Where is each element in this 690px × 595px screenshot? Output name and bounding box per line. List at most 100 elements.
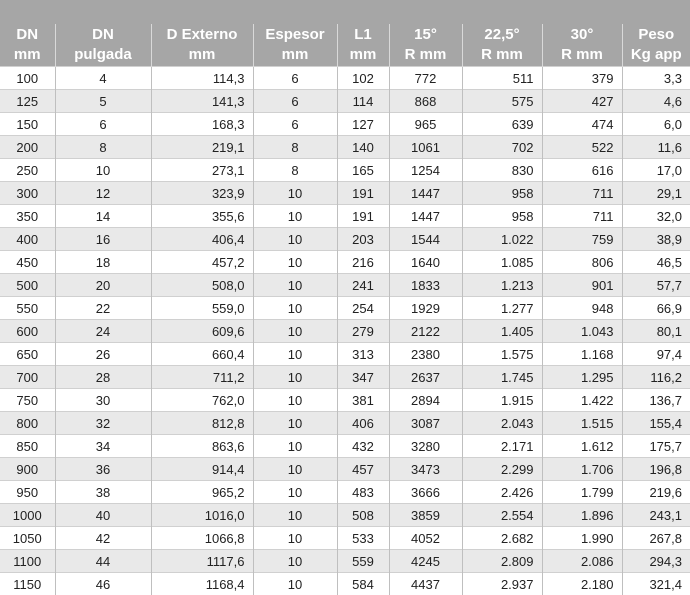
cell-l1: 313 [337, 343, 389, 366]
header-22-5-deg-line1: 22,5° [463, 25, 542, 45]
cell-r15: 1640 [389, 251, 462, 274]
cell-l1: 191 [337, 205, 389, 228]
header-d-externo-line1: D Externo [152, 25, 253, 45]
cell-l1: 508 [337, 504, 389, 527]
cell-peso: 175,7 [622, 435, 690, 458]
cell-d-externo: 1066,8 [151, 527, 253, 550]
header-espesor-line1: Espesor [254, 25, 337, 45]
cell-r22-5: 1.405 [462, 320, 542, 343]
cell-dn-pulgada: 16 [55, 228, 151, 251]
cell-r15: 1447 [389, 182, 462, 205]
cell-peso: 32,0 [622, 205, 690, 228]
cell-l1: 216 [337, 251, 389, 274]
cell-dn-pulgada: 46 [55, 573, 151, 595]
cell-r15: 1254 [389, 159, 462, 182]
cell-dn-mm: 1050 [0, 527, 55, 550]
cell-l1: 140 [337, 136, 389, 159]
cell-dn-pulgada: 18 [55, 251, 151, 274]
cell-r22-5: 575 [462, 90, 542, 113]
cell-dn-pulgada: 26 [55, 343, 151, 366]
cell-espesor: 6 [253, 90, 337, 113]
header-22-5-deg: 22,5°R mm [462, 24, 542, 67]
cell-espesor: 6 [253, 113, 337, 136]
cell-r15: 1833 [389, 274, 462, 297]
cell-peso: 3,3 [622, 67, 690, 90]
cell-dn-mm: 150 [0, 113, 55, 136]
cell-dn-mm: 400 [0, 228, 55, 251]
cell-r30: 474 [542, 113, 622, 136]
cell-r30: 711 [542, 182, 622, 205]
cell-peso: 29,1 [622, 182, 690, 205]
cell-r30: 522 [542, 136, 622, 159]
cell-r30: 379 [542, 67, 622, 90]
cell-dn-pulgada: 40 [55, 504, 151, 527]
cell-d-externo: 660,4 [151, 343, 253, 366]
cell-dn-mm: 1150 [0, 573, 55, 595]
cell-espesor: 10 [253, 182, 337, 205]
cell-d-externo: 355,6 [151, 205, 253, 228]
cell-r30: 1.706 [542, 458, 622, 481]
cell-r22-5: 511 [462, 67, 542, 90]
cell-d-externo: 609,6 [151, 320, 253, 343]
cell-dn-mm: 900 [0, 458, 55, 481]
cell-d-externo: 457,2 [151, 251, 253, 274]
cell-peso: 97,4 [622, 343, 690, 366]
cell-dn-pulgada: 5 [55, 90, 151, 113]
cell-r15: 3473 [389, 458, 462, 481]
cell-espesor: 10 [253, 412, 337, 435]
cell-espesor: 10 [253, 435, 337, 458]
cell-r22-5: 1.085 [462, 251, 542, 274]
cell-r15: 4437 [389, 573, 462, 595]
cell-r22-5: 830 [462, 159, 542, 182]
cell-r22-5: 1.022 [462, 228, 542, 251]
cell-espesor: 6 [253, 67, 337, 90]
header-dn-mm-line2: mm [0, 45, 55, 65]
cell-dn-mm: 250 [0, 159, 55, 182]
cell-espesor: 10 [253, 205, 337, 228]
cell-r30: 901 [542, 274, 622, 297]
cell-espesor: 10 [253, 527, 337, 550]
header-peso-line1: Peso [623, 25, 690, 45]
cell-r22-5: 1.575 [462, 343, 542, 366]
cell-espesor: 10 [253, 366, 337, 389]
cell-d-externo: 965,2 [151, 481, 253, 504]
cell-r15: 3859 [389, 504, 462, 527]
cell-espesor: 10 [253, 343, 337, 366]
cell-r15: 4052 [389, 527, 462, 550]
cell-r30: 948 [542, 297, 622, 320]
cell-dn-pulgada: 36 [55, 458, 151, 481]
cell-r22-5: 702 [462, 136, 542, 159]
cell-dn-pulgada: 22 [55, 297, 151, 320]
cell-peso: 155,4 [622, 412, 690, 435]
cell-r22-5: 2.299 [462, 458, 542, 481]
cell-l1: 241 [337, 274, 389, 297]
cell-r22-5: 2.043 [462, 412, 542, 435]
cell-espesor: 10 [253, 573, 337, 595]
cell-r22-5: 958 [462, 205, 542, 228]
cell-dn-mm: 700 [0, 366, 55, 389]
cell-dn-pulgada: 30 [55, 389, 151, 412]
cell-d-externo: 508,0 [151, 274, 253, 297]
cell-r15: 3087 [389, 412, 462, 435]
top-band [0, 0, 690, 24]
cell-dn-mm: 550 [0, 297, 55, 320]
header-15-deg: 15°R mm [389, 24, 462, 67]
cell-r15: 2122 [389, 320, 462, 343]
cell-dn-mm: 1100 [0, 550, 55, 573]
cell-r15: 2637 [389, 366, 462, 389]
cell-dn-mm: 800 [0, 412, 55, 435]
cell-r15: 3666 [389, 481, 462, 504]
cell-l1: 203 [337, 228, 389, 251]
cell-l1: 102 [337, 67, 389, 90]
